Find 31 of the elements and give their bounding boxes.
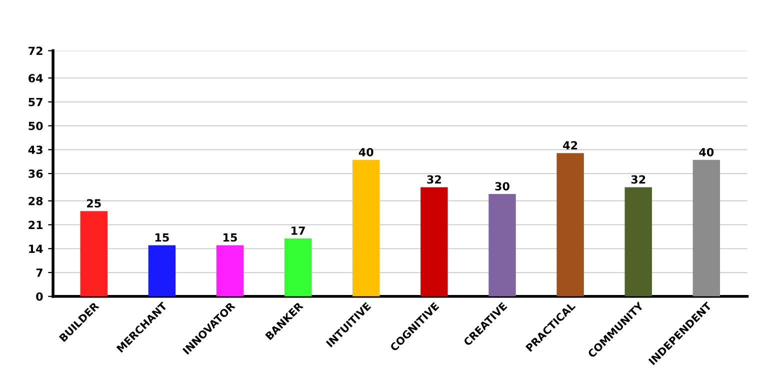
bar: [692, 160, 720, 296]
data-label: 17: [292, 226, 305, 235]
data-label: 30: [495, 182, 510, 190]
data-label: 40: [699, 148, 714, 156]
y-tick-label: 57: [28, 98, 42, 106]
bar: [216, 245, 244, 296]
y-tick-label: 0: [36, 292, 43, 301]
data-label: 32: [427, 175, 441, 184]
bar: [148, 245, 176, 296]
bar: [420, 187, 448, 296]
data-label: 40: [358, 148, 374, 156]
y-tick-label: 21: [28, 220, 43, 229]
bar: [624, 187, 652, 296]
y-tick-label: 7: [36, 268, 42, 277]
data-label: 15: [224, 233, 237, 242]
bar: [80, 211, 108, 296]
data-label: 42: [563, 141, 578, 150]
data-label: 32: [631, 175, 646, 184]
data-label: 25: [87, 199, 101, 208]
bar: [284, 238, 312, 296]
data-label: 15: [155, 233, 169, 242]
y-tick-label: 28: [28, 196, 43, 206]
y-tick-label: 43: [28, 146, 42, 154]
bar: [352, 160, 380, 296]
y-tick-label: 72: [28, 46, 42, 55]
y-tick-label: 64: [28, 74, 43, 82]
y-tick-label: 36: [28, 170, 43, 178]
bar: [556, 153, 584, 296]
bar: [488, 194, 516, 296]
y-tick-label: 50: [28, 122, 43, 130]
y-tick-label: 14: [29, 244, 43, 253]
